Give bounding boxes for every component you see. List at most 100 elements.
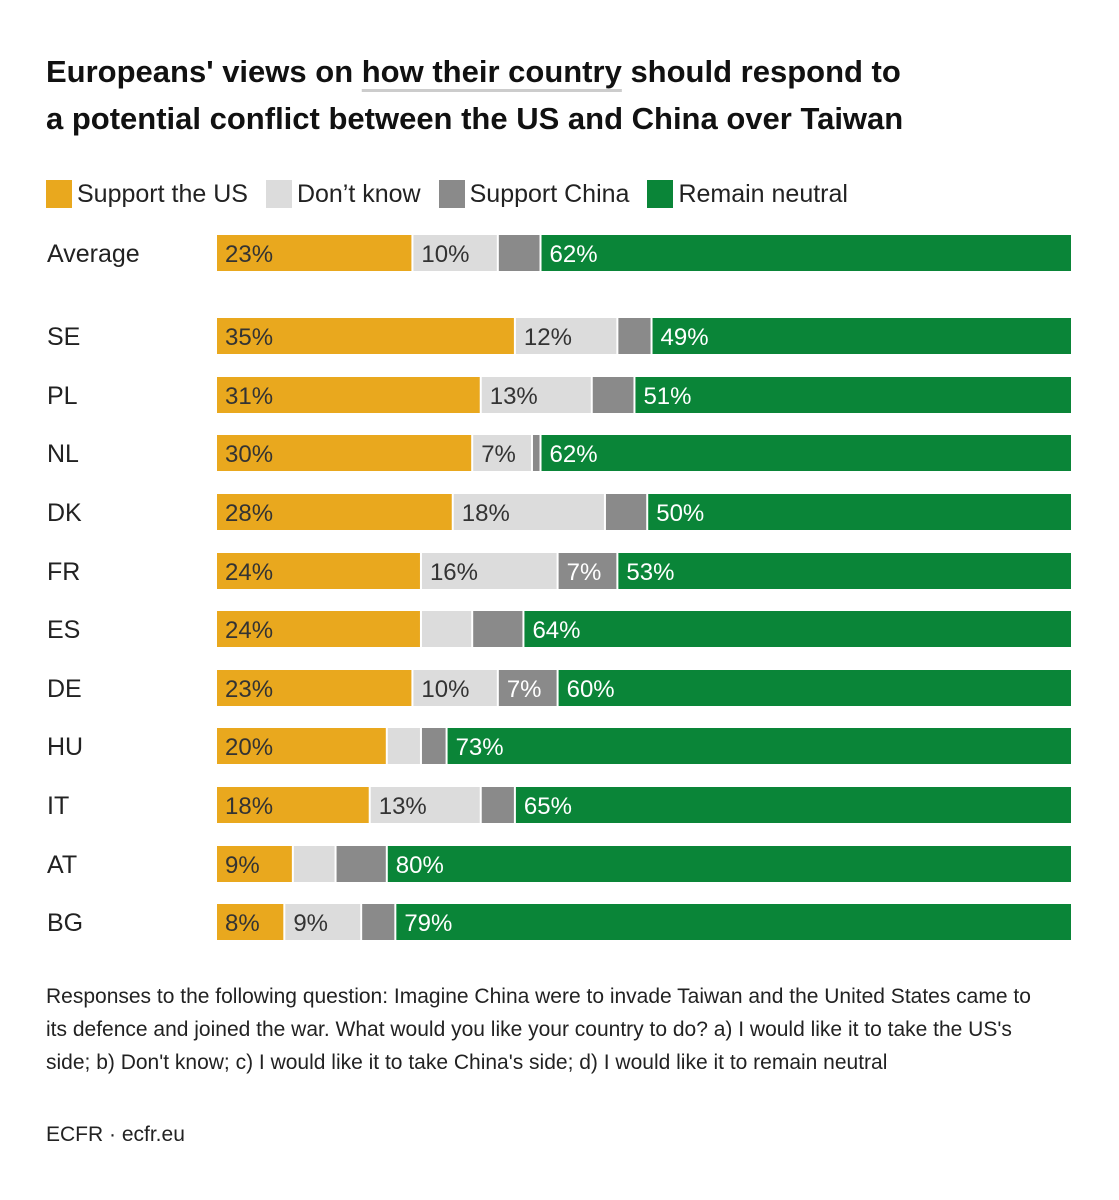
- bar-it-don-t-know: [370, 787, 480, 823]
- category-label-fr: FR: [47, 558, 80, 586]
- bar-pl-support-the-us: [217, 377, 480, 413]
- data-label-de-support-the-us: 23%: [225, 676, 273, 703]
- bar-nl-support-china: [532, 435, 540, 471]
- bar-at-support-china: [336, 846, 386, 882]
- category-label-average: Average: [47, 240, 140, 268]
- footnote: Responses to the following question: Ima…: [46, 985, 1031, 1074]
- bar-se-don-t-know: [515, 318, 617, 354]
- data-label-nl-don-t-know: 7%: [481, 441, 516, 468]
- data-label-de-remain-neutral: 60%: [567, 676, 615, 703]
- bar-average-support-china: [498, 235, 540, 271]
- bar-pl-don-t-know: [481, 377, 591, 413]
- bar-at-support-the-us: [217, 846, 292, 882]
- data-label-se-remain-neutral: 49%: [661, 324, 709, 351]
- category-label-dk: DK: [47, 499, 82, 527]
- bar-average-remain-neutral: [541, 235, 1071, 271]
- category-label-pl: PL: [47, 382, 78, 410]
- bar-nl-don-t-know: [473, 435, 531, 471]
- bar-bg-support-the-us: [217, 904, 284, 940]
- legend-item-support-china: Support China: [438, 179, 630, 209]
- bar-it-remain-neutral: [515, 787, 1071, 823]
- legend-swatch-support-us: [46, 180, 72, 208]
- category-label-es: ES: [47, 616, 80, 644]
- title-part-3: should respond to: [621, 54, 901, 89]
- bar-se-support-the-us: [217, 318, 514, 354]
- data-label-se-support-the-us: 35%: [225, 324, 273, 351]
- bar-pl-remain-neutral: [635, 377, 1071, 413]
- bar-bg-remain-neutral: [396, 904, 1072, 940]
- data-label-fr-support-china: 7%: [567, 559, 602, 586]
- bar-es-support-china: [473, 611, 523, 647]
- data-label-bg-remain-neutral: 79%: [404, 910, 452, 937]
- bar-average-support-the-us: [217, 235, 412, 271]
- data-label-de-don-t-know: 10%: [421, 676, 469, 703]
- bar-hu-support-the-us: [217, 728, 386, 764]
- data-label-nl-remain-neutral: 62%: [550, 441, 598, 468]
- data-label-at-support-the-us: 9%: [225, 852, 260, 879]
- category-label-se: SE: [47, 323, 80, 351]
- title-line-2: a potential conflict between the US and …: [46, 101, 904, 136]
- category-label-at: AT: [47, 851, 77, 879]
- category-label-it: IT: [47, 792, 69, 820]
- legend-label-support-china: Support China: [469, 179, 630, 208]
- legend-item-dont-know: Don’t know: [265, 179, 421, 209]
- data-label-it-remain-neutral: 65%: [524, 793, 572, 820]
- bar-se-remain-neutral: [652, 318, 1071, 354]
- bar-average-don-t-know: [413, 235, 497, 271]
- data-label-fr-don-t-know: 16%: [430, 559, 478, 586]
- data-label-bg-don-t-know: 9%: [293, 910, 328, 937]
- category-label-de: DE: [47, 675, 82, 703]
- bar-nl-remain-neutral: [541, 435, 1071, 471]
- bar-de-don-t-know: [413, 670, 497, 706]
- chart-title: Europeans' views on how their country sh…: [46, 48, 1076, 142]
- bar-de-support-the-us: [217, 670, 412, 706]
- bar-bg-support-china: [362, 904, 395, 940]
- legend-item-remain-neutral: Remain neutral: [647, 180, 848, 209]
- legend-swatch-support-china: [438, 180, 465, 208]
- bar-hu-remain-neutral: [447, 728, 1072, 764]
- bar-dk-support-the-us: [217, 494, 452, 530]
- bar-de-support-china: [498, 670, 557, 706]
- bar-nl-support-the-us: [217, 435, 472, 471]
- data-label-it-don-t-know: 13%: [379, 793, 427, 820]
- bar-es-remain-neutral: [524, 611, 1071, 647]
- bar-fr-support-the-us: [217, 553, 420, 589]
- data-label-dk-don-t-know: 18%: [462, 500, 510, 527]
- data-label-average-don-t-know: 10%: [421, 241, 469, 268]
- data-label-fr-remain-neutral: 53%: [626, 559, 674, 586]
- data-label-hu-remain-neutral: 73%: [456, 734, 504, 761]
- bar-fr-support-china: [558, 553, 617, 589]
- title-emphasis: how their country: [361, 54, 622, 89]
- data-label-pl-remain-neutral: 51%: [643, 383, 691, 410]
- data-label-hu-support-the-us: 20%: [225, 734, 273, 761]
- data-label-pl-don-t-know: 13%: [490, 383, 538, 410]
- data-label-pl-support-the-us: 31%: [225, 383, 273, 410]
- data-label-fr-support-the-us: 24%: [225, 559, 273, 586]
- legend-label-remain-neutral: Remain neutral: [678, 179, 848, 208]
- category-label-nl: NL: [47, 440, 79, 468]
- bar-es-support-the-us: [217, 611, 420, 647]
- bar-pl-support-china: [592, 377, 634, 413]
- bar-es-don-t-know: [421, 611, 472, 647]
- bar-it-support-china: [481, 787, 514, 823]
- legend-label-support-us: Support the US: [77, 179, 248, 208]
- data-label-dk-remain-neutral: 50%: [656, 500, 704, 527]
- bar-de-remain-neutral: [558, 670, 1071, 706]
- bar-it-support-the-us: [217, 787, 369, 823]
- bar-dk-don-t-know: [453, 494, 604, 530]
- bar-dk-remain-neutral: [648, 494, 1071, 530]
- data-label-average-remain-neutral: 62%: [550, 241, 598, 268]
- bar-hu-don-t-know: [387, 728, 420, 764]
- title-part-1: Europeans' views on: [46, 54, 362, 89]
- data-label-es-remain-neutral: 64%: [532, 617, 580, 644]
- bar-bg-don-t-know: [285, 904, 361, 940]
- data-label-se-don-t-know: 12%: [524, 324, 572, 351]
- legend-swatch-remain-neutral: [647, 180, 674, 208]
- legend-label-dont-know: Don’t know: [296, 179, 421, 208]
- bar-at-remain-neutral: [387, 846, 1071, 882]
- category-label-hu: HU: [47, 733, 83, 761]
- data-label-bg-support-the-us: 8%: [225, 910, 260, 937]
- data-label-nl-support-the-us: 30%: [225, 441, 273, 468]
- data-label-it-support-the-us: 18%: [225, 793, 273, 820]
- bar-hu-support-china: [421, 728, 446, 764]
